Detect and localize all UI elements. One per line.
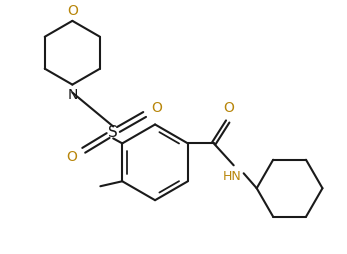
Text: N: N: [67, 88, 77, 102]
Text: O: O: [223, 102, 234, 116]
Text: O: O: [67, 4, 78, 18]
Text: O: O: [66, 150, 77, 164]
Text: S: S: [108, 125, 118, 140]
Text: HN: HN: [222, 170, 241, 183]
Text: O: O: [152, 101, 162, 115]
